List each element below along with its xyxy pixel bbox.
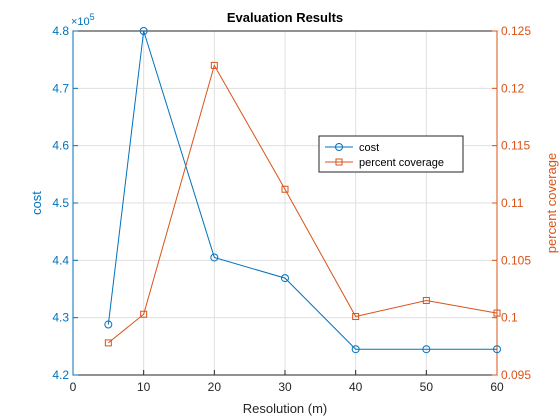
- x-tick-label: 0: [70, 380, 77, 394]
- series-layer: [104, 27, 501, 354]
- data-point-cost: [210, 253, 219, 262]
- y-right-tick-label: 0.095: [501, 368, 531, 382]
- data-point-cost: [351, 345, 360, 354]
- y-left-tick-label: 4.3: [52, 311, 69, 325]
- y-axis-left-exponent: ×105: [71, 12, 95, 28]
- data-point-percent-coverage: [140, 310, 148, 318]
- chart-title: Evaluation Results: [227, 10, 343, 25]
- exponent-prefix: ×10: [71, 16, 90, 28]
- data-point-percent-coverage: [493, 309, 501, 317]
- y-left-tick-label: 4.4: [52, 253, 69, 267]
- data-point-cost: [139, 27, 148, 35]
- data-point-percent-coverage: [422, 296, 430, 304]
- y-left-tick-label: 4.8: [52, 24, 69, 38]
- y-axis-left-label: cost: [29, 191, 44, 215]
- data-point-percent-coverage: [281, 185, 289, 193]
- y-left-tick-label: 4.7: [52, 81, 69, 95]
- y-right-tick-label: 0.125: [501, 24, 531, 38]
- x-tick-label: 10: [137, 380, 151, 394]
- x-tick-label: 40: [349, 380, 363, 394]
- tick-labels: 0 10 20 30 40 50 60 4.2 4.3 4.4 4.5 4.6 4.7 4.8 0.095 0…: [52, 24, 531, 394]
- legend-marker-percent-coverage: [335, 158, 343, 166]
- data-point-cost: [104, 320, 113, 329]
- series-line-percent-coverage: [108, 64, 498, 344]
- data-point-percent-coverage: [352, 313, 360, 321]
- data-point-percent-coverage: [104, 339, 112, 347]
- tick-marks: [72, 30, 498, 376]
- data-point-cost: [281, 274, 289, 283]
- legend: cost percent coverage: [318, 135, 464, 173]
- data-point-cost: [422, 345, 431, 354]
- y-right-tick-label: 0.115: [501, 139, 530, 153]
- legend-label-percent-coverage: percent coverage: [359, 157, 444, 169]
- legend-box: [318, 135, 464, 173]
- x-tick-label: 50: [420, 380, 434, 394]
- x-axis-label: Resolution (m): [243, 401, 328, 416]
- y-axis-right-label: percent coverage: [544, 153, 559, 253]
- y-right-tick-label: 0.12: [501, 81, 525, 95]
- y-left-tick-label: 4.2: [52, 368, 69, 382]
- x-tick-label: 20: [208, 380, 222, 394]
- x-tick-label: 30: [278, 380, 292, 394]
- y-left-tick-label: 4.5: [52, 196, 69, 210]
- y-right-tick-label: 0.1: [501, 311, 518, 325]
- legend-marker-cost: [335, 143, 343, 151]
- data-point-cost: [493, 345, 501, 354]
- legend-label-cost: cost: [359, 142, 379, 154]
- exponent-power: 5: [90, 12, 95, 22]
- y-left-tick-label: 4.6: [52, 139, 69, 153]
- data-point-percent-coverage: [210, 61, 218, 69]
- x-tick-label: 60: [490, 380, 504, 394]
- y-right-tick-label: 0.11: [501, 196, 524, 210]
- series-line-cost: [107, 30, 497, 350]
- y-right-tick-label: 0.105: [501, 253, 531, 267]
